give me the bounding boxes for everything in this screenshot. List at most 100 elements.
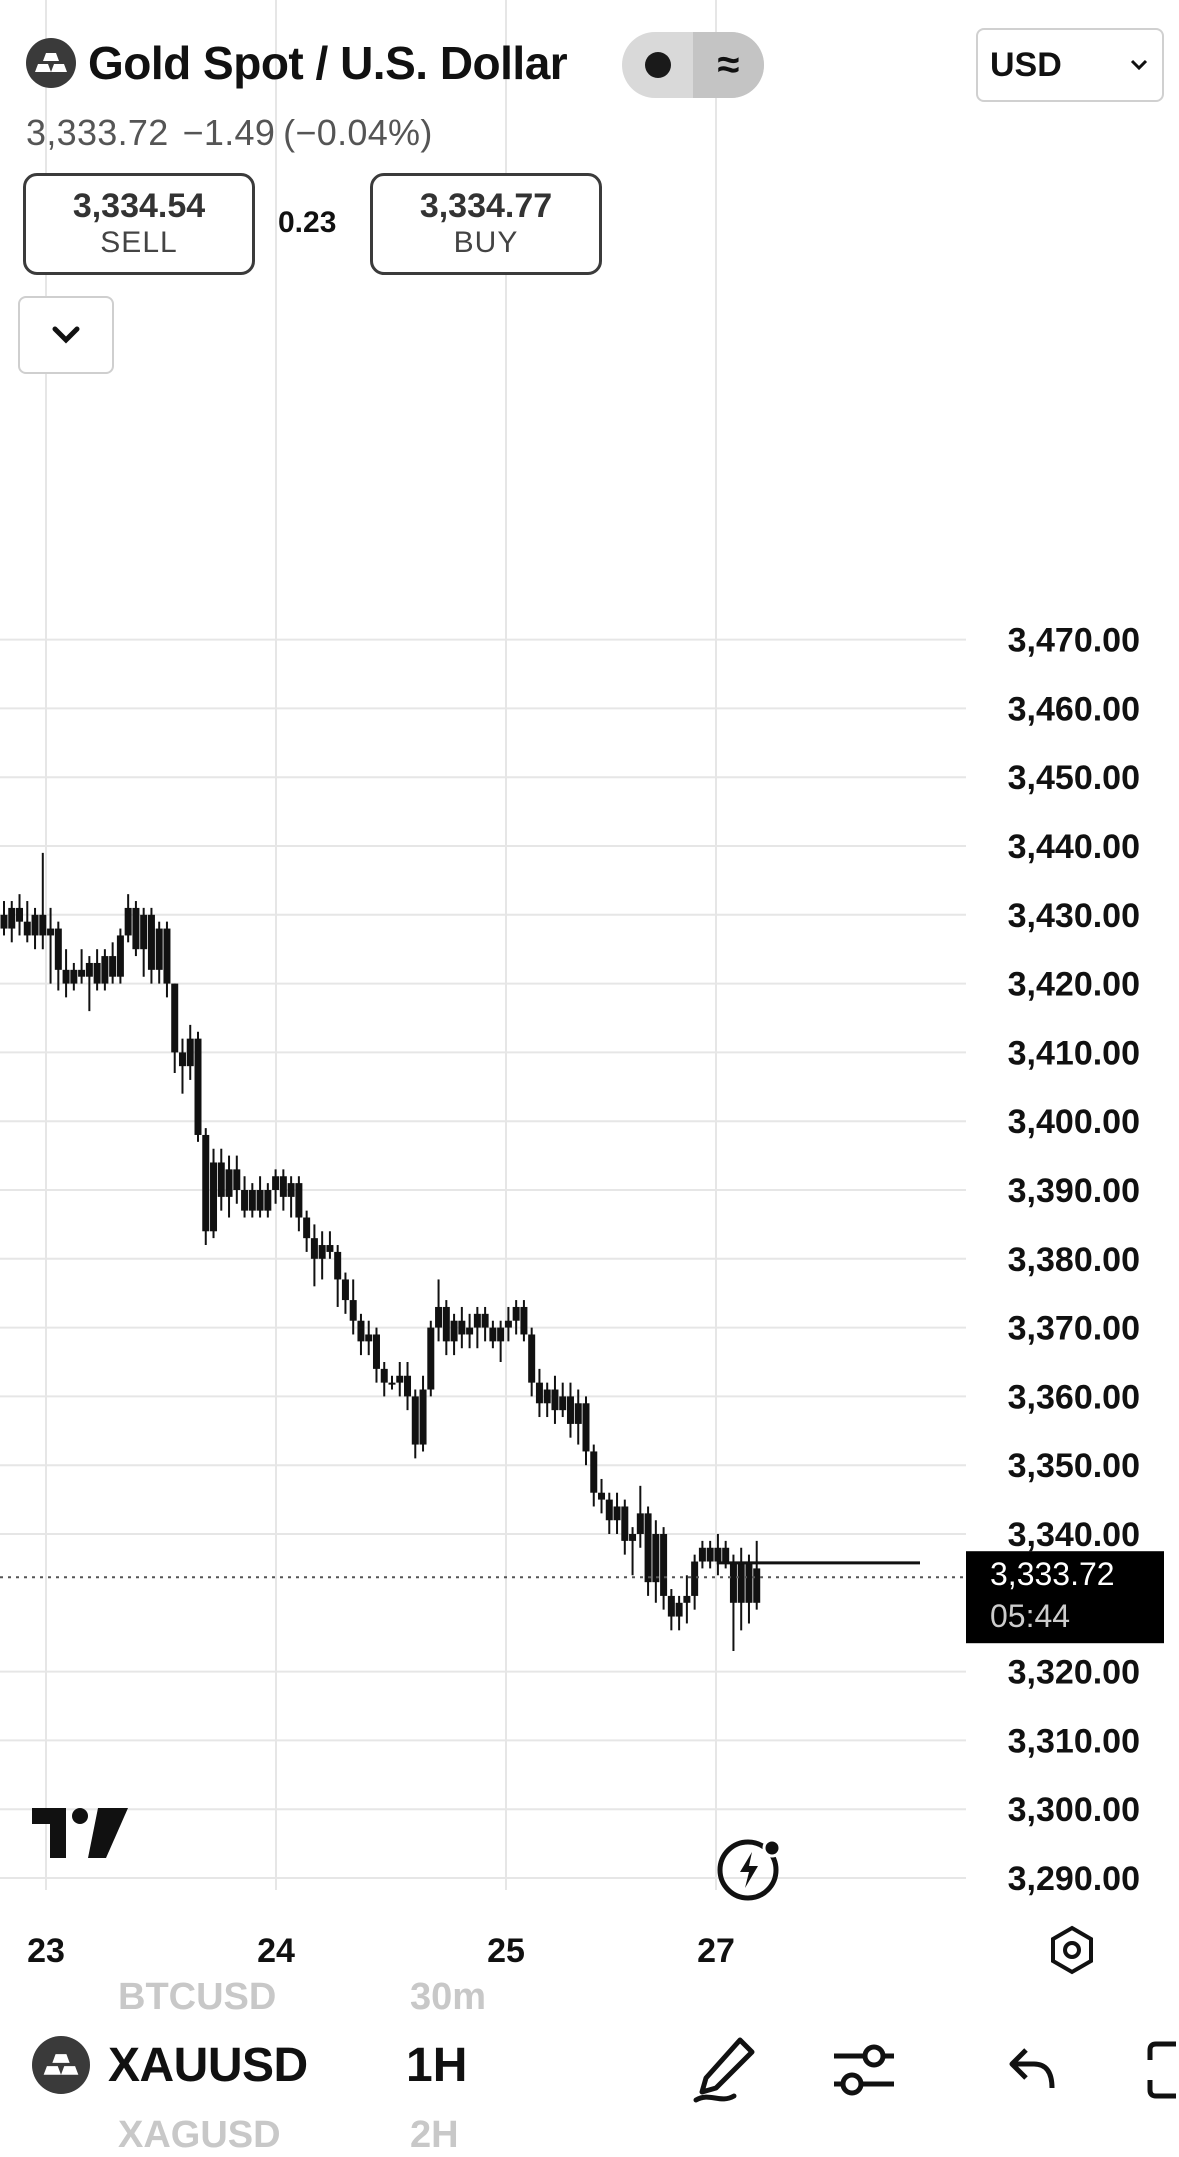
candle-body [225,1169,233,1197]
candle-body [241,1190,249,1211]
candle [652,1520,660,1603]
ghost-symbol-above: BTCUSD [118,1976,277,2018]
sell-label: SELL [100,226,178,259]
candle-body [450,1320,458,1342]
candle [8,901,16,943]
toggle-dot-button[interactable] [622,32,693,98]
undo-button[interactable] [1008,2044,1058,2099]
candle-body [303,1217,311,1239]
candle-body [629,1534,637,1541]
buy-price: 3,334.77 [419,187,553,225]
collapse-button[interactable] [18,296,114,374]
candle [279,1169,287,1211]
candle-body [411,1396,419,1445]
candle [264,1183,272,1218]
candle-body [559,1396,567,1411]
candle [691,1554,699,1610]
candle-body [23,921,31,936]
candle [667,1589,675,1631]
candle-body [466,1327,474,1335]
currency-select[interactable]: USD [976,28,1164,102]
candle [186,1024,194,1080]
candle-body [528,1334,536,1383]
candle-body [8,907,16,929]
candle [178,1038,186,1094]
candle-body [62,969,70,984]
candle-body [675,1602,683,1617]
y-tick-label: 3,380.00 [1008,1241,1140,1279]
candle-body [497,1327,505,1342]
candle-body [427,1327,435,1390]
candle [124,894,132,943]
candle [241,1176,249,1218]
time-axis[interactable]: 23 24 25 27 [27,1932,735,1970]
candle [85,956,93,1012]
candle [70,962,78,991]
timeframe-selector[interactable]: 1H [406,2039,468,2092]
candle [497,1320,505,1362]
symbol-selector[interactable]: XAUUSD [32,2036,308,2094]
candle-body [54,928,62,970]
candle [380,1362,388,1397]
candle [194,1031,202,1142]
buy-button[interactable]: 3,334.77 BUY [370,173,602,275]
candle-body [39,914,47,936]
chart-mode-toggle[interactable]: ≈ [622,32,764,98]
candle [310,1224,318,1287]
y-tick-label: 3,430.00 [1008,897,1140,935]
settings-hex-icon[interactable] [1046,1924,1098,1981]
candle-body [78,969,86,977]
candle-body [380,1368,388,1383]
tradingview-logo[interactable] [32,1808,128,1863]
candle-body [186,1038,194,1067]
candle [605,1492,613,1534]
candle [512,1300,520,1335]
candle-body [101,956,109,984]
fullscreen-button[interactable] [1146,2040,1179,2105]
candle [210,1148,218,1239]
candle [39,852,47,950]
candle [598,1478,606,1514]
indicators-button[interactable] [832,2040,896,2105]
candle-body [652,1534,660,1583]
y-tick-label: 3,290.00 [1008,1860,1140,1898]
candle-body [660,1534,668,1596]
candle [753,1540,761,1610]
candle [23,901,31,943]
candle-body [745,1561,753,1603]
candle-body [613,1506,621,1521]
currency-value: USD [990,45,1062,84]
candle [442,1300,450,1356]
candle [147,907,155,984]
candle-body [481,1313,489,1328]
candle-body [683,1595,691,1603]
candle [326,1231,334,1259]
lightning-icon[interactable] [716,1834,784,1907]
candle-body [574,1403,582,1424]
symbol-header[interactable]: Gold Spot / U.S. Dollar [26,36,568,90]
price-tag[interactable]: 3,333.72 05:44 [966,1551,1164,1644]
candle-body [737,1561,745,1603]
sell-button[interactable]: 3,334.54 SELL [23,173,255,275]
candle [287,1176,295,1218]
y-tick-label: 3,410.00 [1008,1034,1140,1072]
sliders-icon [834,2044,894,2096]
candle [217,1148,225,1211]
candle [566,1382,574,1438]
candle-body [621,1506,629,1541]
price-axis[interactable]: 3,470.00 3,460.00 3,450.00 3,440.00 3,430.00… [1008,622,1140,1898]
toggle-approx-button[interactable]: ≈ [693,32,764,98]
candle [404,1362,412,1411]
candle-body [388,1382,396,1385]
candle [225,1155,233,1218]
candle [675,1595,683,1631]
y-tick-label: 3,350.00 [1008,1447,1140,1485]
candle [357,1313,365,1356]
candle [140,907,148,977]
candle [737,1547,745,1631]
candle-body [520,1306,528,1335]
candle-body [147,914,155,970]
ghost-timeframe-below: 2H [410,2114,459,2156]
draw-tool-button[interactable] [690,2034,760,2111]
